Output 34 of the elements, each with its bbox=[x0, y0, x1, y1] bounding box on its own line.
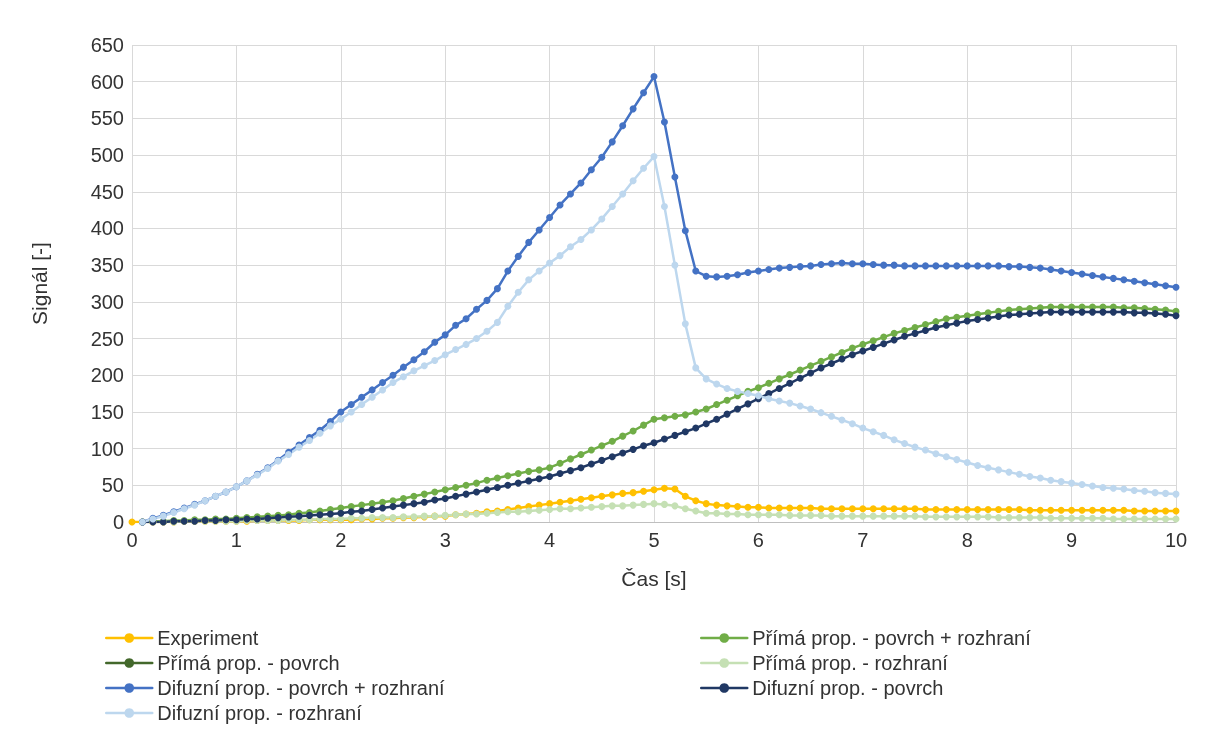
y-tick-label: 150 bbox=[90, 400, 124, 423]
y-tick-label: 100 bbox=[90, 437, 124, 460]
y-tick-label: 0 bbox=[112, 511, 124, 533]
legend-label: Přímá prop. - povrch bbox=[157, 652, 340, 674]
legend-label: Přímá prop. - rozhraní bbox=[752, 652, 949, 674]
y-tick-label: 450 bbox=[90, 180, 124, 203]
x-tick-label: 3 bbox=[439, 529, 451, 551]
y-tick-label: 350 bbox=[90, 254, 124, 277]
y-tick-label: 200 bbox=[90, 364, 124, 387]
y-axis-title: Signál [-] bbox=[28, 242, 51, 325]
x-tick-label: 1 bbox=[230, 529, 242, 551]
x-tick-label: 5 bbox=[648, 529, 660, 551]
x-tick-label: 8 bbox=[961, 529, 973, 551]
y-tick-label: 650 bbox=[90, 34, 124, 56]
x-axis-title: Čas [s] bbox=[621, 567, 687, 590]
legend-label: Difuzní prop. - povrch bbox=[752, 677, 944, 699]
x-tick-label: 10 bbox=[1164, 529, 1188, 551]
y-tick-label: 50 bbox=[101, 474, 124, 497]
y-tick-label: 550 bbox=[90, 107, 124, 130]
x-tick-label: 7 bbox=[857, 529, 869, 551]
y-tick-label: 250 bbox=[90, 327, 124, 350]
legend-label: Difuzní prop. - povrch + rozhraní bbox=[157, 677, 446, 699]
y-tick-label: 300 bbox=[90, 290, 124, 313]
y-tick-label: 500 bbox=[90, 144, 124, 167]
x-tick-label: 6 bbox=[752, 529, 764, 551]
x-tick-label: 9 bbox=[1066, 529, 1078, 551]
x-tick-label: 0 bbox=[126, 529, 138, 551]
x-tick-label: 4 bbox=[544, 529, 556, 551]
legend-label: Experiment bbox=[157, 627, 259, 649]
legend-label: Přímá prop. - povrch + rozhraní bbox=[752, 627, 1032, 649]
x-tick-label: 2 bbox=[335, 529, 347, 551]
y-tick-label: 600 bbox=[90, 70, 124, 93]
legend-label: Difuzní prop. - rozhraní bbox=[157, 702, 363, 724]
y-tick-label: 400 bbox=[90, 217, 124, 240]
